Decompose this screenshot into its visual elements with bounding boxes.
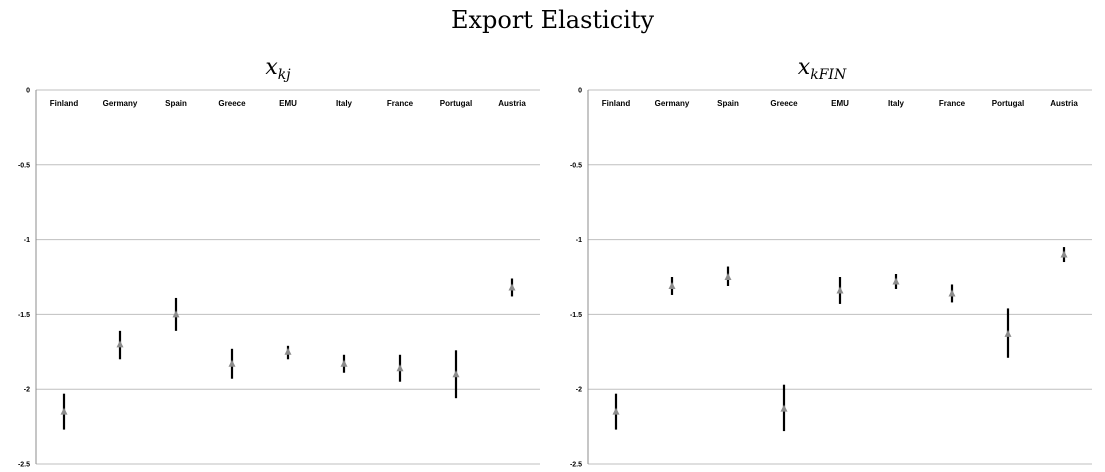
category-label: Austria	[1050, 99, 1078, 108]
chart-title: Export Elasticity	[450, 6, 655, 34]
category-label: EMU	[279, 99, 297, 108]
category-label: Italy	[336, 99, 353, 108]
category-label: Portugal	[992, 99, 1024, 108]
category-label: Austria	[498, 99, 526, 108]
data-point-marker	[724, 273, 732, 280]
category-label: Finland	[602, 99, 631, 108]
panel-title-subscript: kj	[278, 67, 291, 83]
category-label: Italy	[888, 99, 905, 108]
panel-title: xkFIN	[798, 55, 847, 83]
y-tick-label: -2.5	[18, 462, 30, 469]
panel-title: xkj	[265, 55, 291, 83]
category-label: Germany	[655, 99, 690, 108]
data-point-marker	[508, 283, 516, 291]
category-label: Greece	[218, 99, 246, 108]
panel-title-main: x	[798, 55, 811, 80]
data-point-marker	[948, 289, 956, 297]
category-label: France	[939, 99, 966, 108]
category-label: Greece	[770, 99, 798, 108]
y-tick-label: -2	[576, 387, 582, 394]
data-point-marker	[284, 347, 292, 355]
y-tick-label: -1	[576, 237, 582, 244]
category-label: Finland	[50, 99, 79, 108]
data-point-marker	[836, 286, 844, 294]
y-tick-label: -0.5	[18, 162, 30, 169]
y-tick-label: -1	[24, 237, 30, 244]
data-point-marker	[452, 370, 460, 378]
data-point-marker	[396, 364, 404, 372]
data-point-marker	[1060, 250, 1068, 258]
y-tick-label: -1.5	[18, 312, 30, 319]
y-tick-label: -0.5	[570, 162, 582, 169]
data-point-marker	[780, 404, 788, 412]
category-label: Portugal	[440, 99, 472, 108]
category-label: France	[387, 99, 414, 108]
data-point-marker	[116, 340, 124, 348]
category-label: Spain	[717, 99, 739, 108]
y-tick-label: 0	[578, 88, 582, 95]
y-tick-label: -2.5	[570, 462, 582, 469]
data-point-marker	[668, 281, 676, 289]
chart-panel-left: xkj 0 -0.5 -1 -1.5 -2 -2.5 Finland Germany Spain G…	[18, 55, 540, 469]
data-point-marker	[172, 310, 180, 318]
data-point-marker	[340, 359, 348, 367]
y-tick-label: -2	[24, 387, 30, 394]
data-point-marker	[892, 277, 900, 285]
y-tick-label: 0	[26, 88, 30, 95]
panel-title-main: x	[265, 55, 278, 80]
panel-title-subscript: kFIN	[810, 67, 847, 83]
data-point-marker	[1004, 329, 1012, 337]
category-label: EMU	[831, 99, 849, 108]
data-point-marker	[60, 407, 68, 415]
chart-panel-right: xkFIN 0 -0.5 -1 -1.5 -2 -2.5 Finland Germany Spai…	[570, 55, 1092, 469]
y-tick-label: -1.5	[570, 312, 582, 319]
category-label: Spain	[165, 99, 187, 108]
data-point-marker	[228, 359, 236, 367]
data-point-marker	[612, 407, 620, 415]
category-label: Germany	[103, 99, 138, 108]
